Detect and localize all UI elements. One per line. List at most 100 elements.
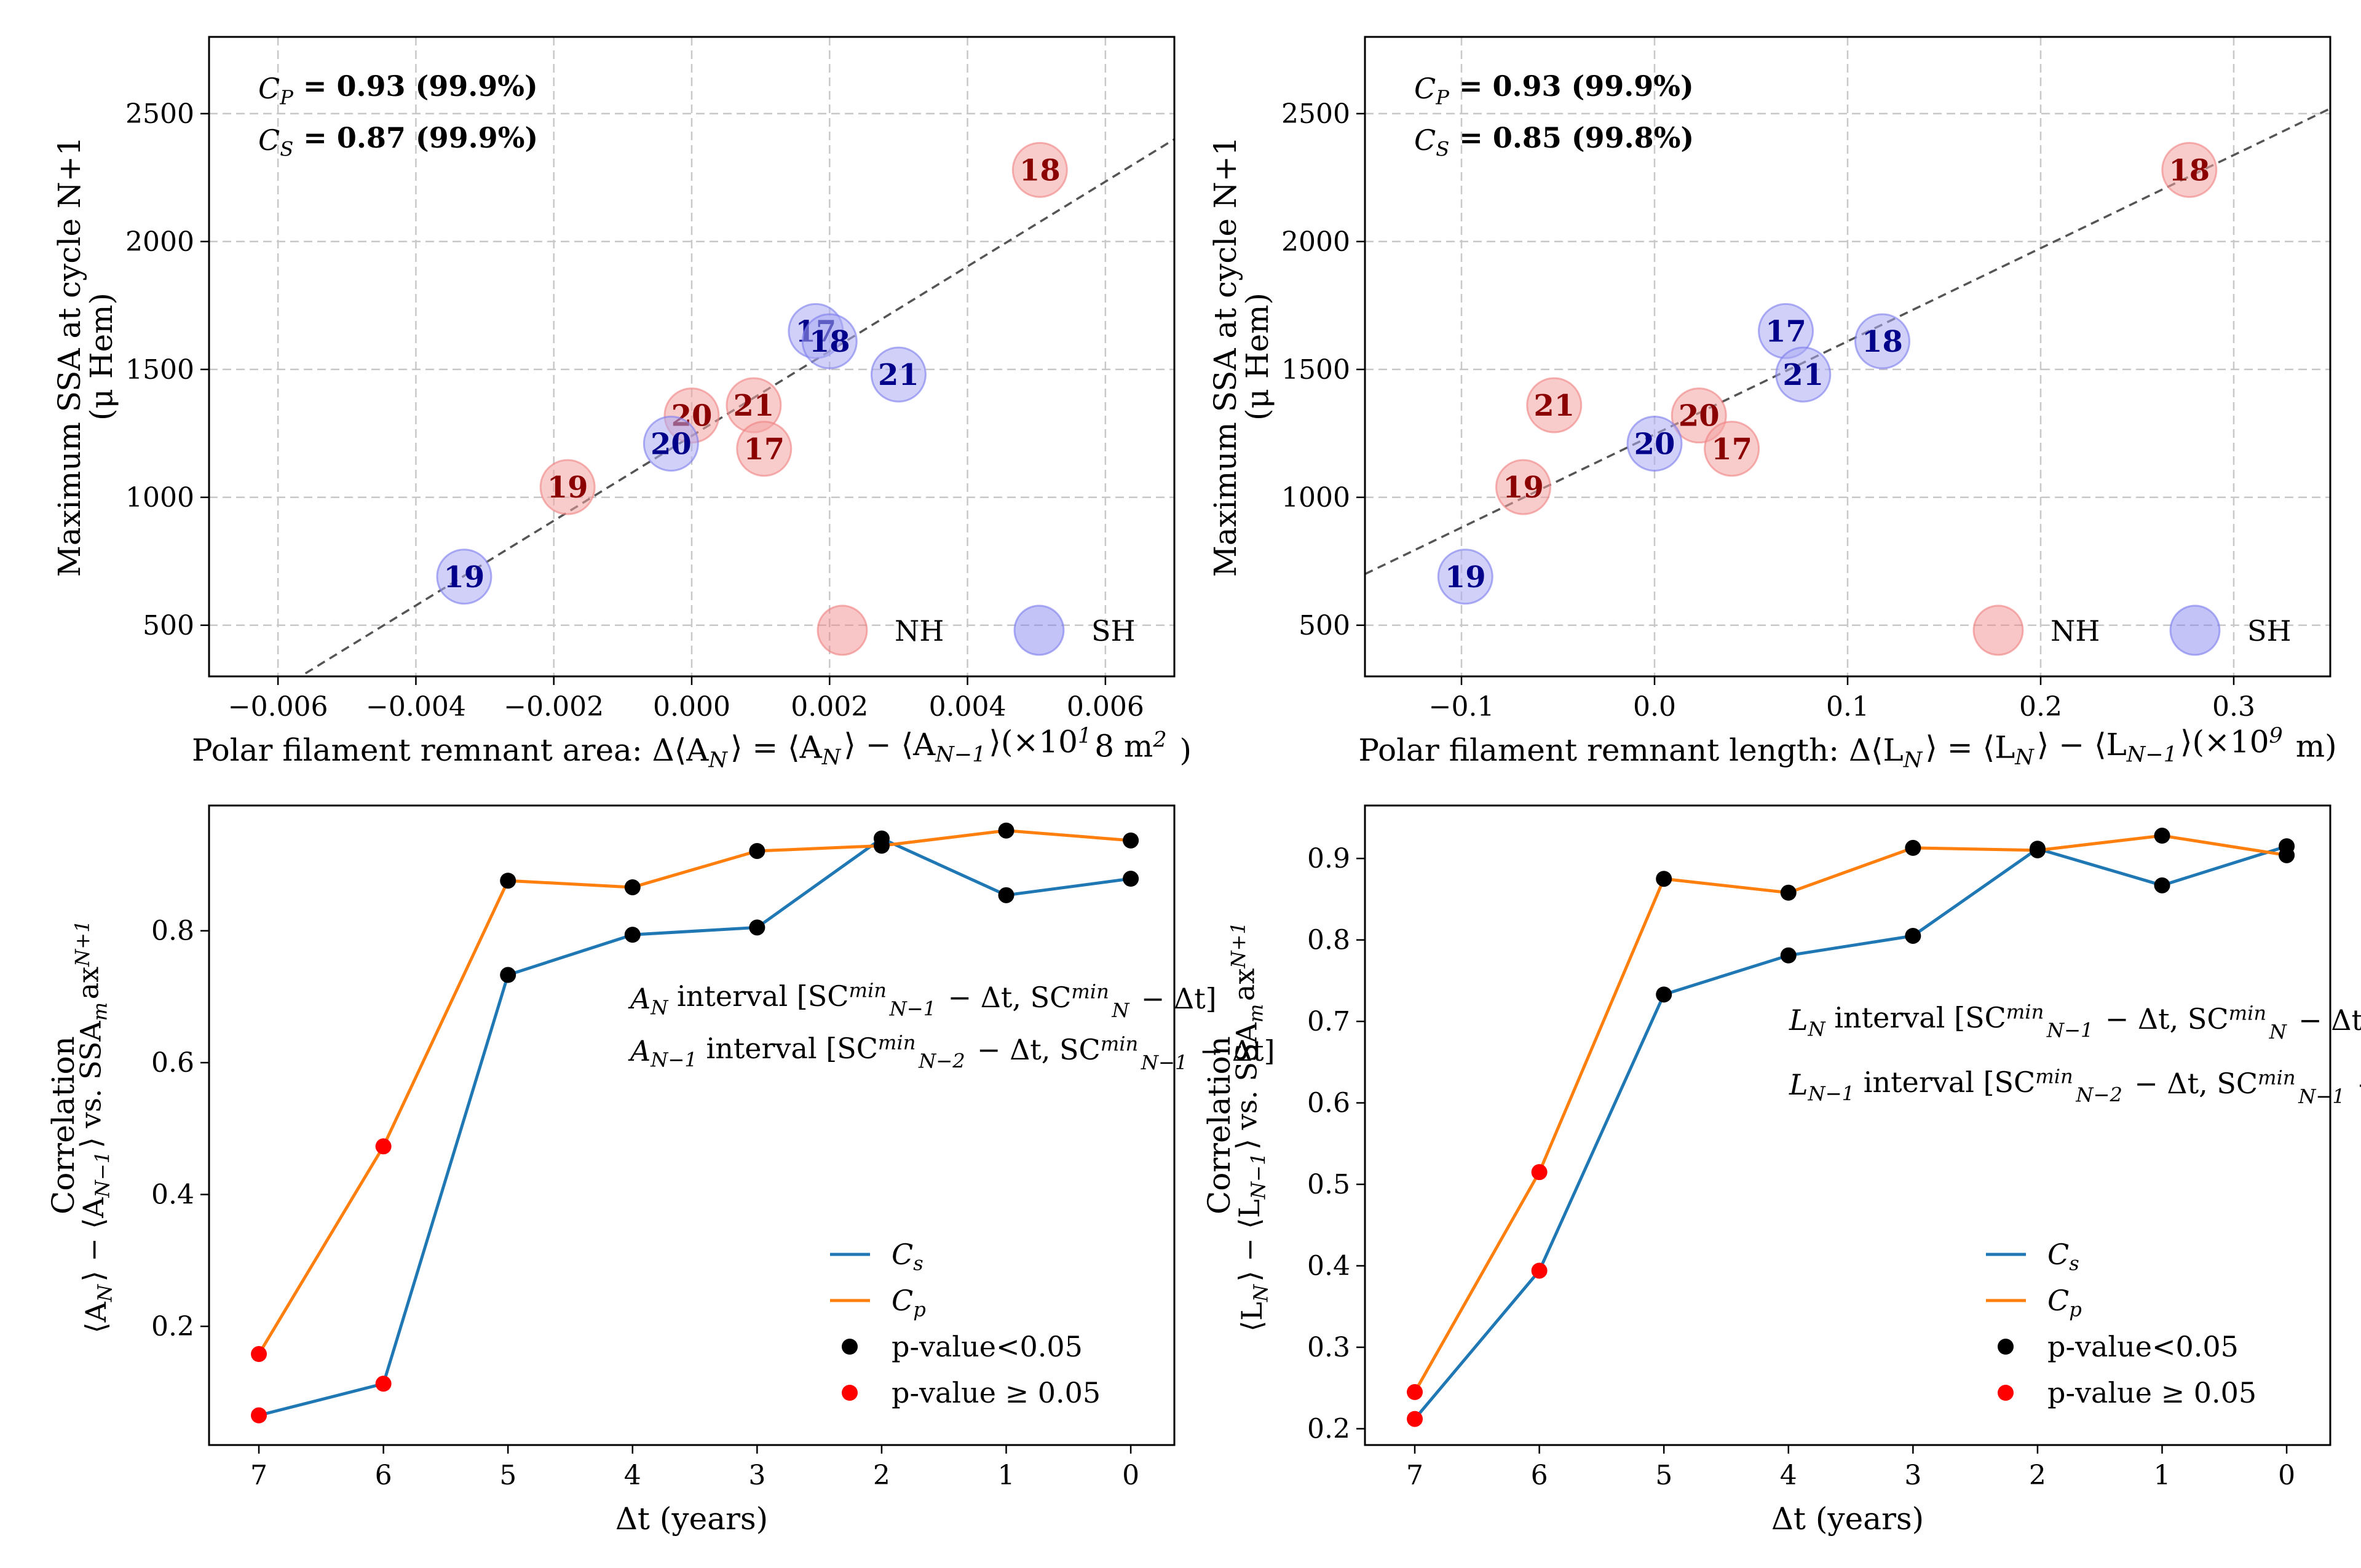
x-tick-label: 6 [375,1460,392,1491]
point-label: 21 [878,358,919,392]
legend-label: Cp [892,1284,926,1321]
legend-marker-nh [1972,604,2024,656]
y-tick-label: 2000 [125,226,194,258]
y-tick-label: 0.6 [151,1047,194,1079]
y-tick-label: 1500 [1281,354,1350,386]
x-axis-label: Δt (years) [615,1501,768,1537]
point-label: 18 [1019,153,1061,188]
series-point [998,822,1014,839]
point-label: 21 [734,389,775,423]
data-point-nh [2161,141,2218,198]
series-point [500,873,516,889]
y-tick-label: 0.7 [1307,1006,1350,1037]
legend-dot [1998,1339,2014,1355]
x-tick-label: 7 [1406,1460,1423,1491]
panel-p2: −0.1 0.0 0.1 0.2 0.3 500 1000 1500 2000 2500 Polar… [1208,36,2337,773]
y-tick-label: 1000 [125,482,194,513]
legend-label: p-value ≥ 0.05 [892,1376,1101,1409]
data-point-sh [1775,346,1832,403]
point-label: 21 [1533,389,1575,423]
x-axis-label: Polar filament remnant length: Δ⟨LN ⟩ = … [1358,724,2336,773]
series-point [1780,884,1797,901]
x-tick-label: 1 [998,1460,1015,1491]
x-tick-label: 0.3 [2212,691,2255,723]
data-point-nh [736,421,793,477]
series-point [375,1138,392,1155]
point-label: 17 [1711,432,1752,467]
series-point [1123,871,1139,887]
interval-annotation: AN−1 interval [SCmin N−2 − Δt, SCmin N−1… [628,1031,1275,1074]
y-tick-label: 2000 [1281,226,1350,258]
legend-dot [842,1385,858,1401]
y-axis-label: Maximum SSA at cycle N+1 [1208,137,1243,577]
legend-label: Cs [2047,1238,2079,1275]
legend-marker-nh [817,604,868,656]
legend-marker-sh [2169,604,2221,656]
point-label: 18 [1862,325,1903,359]
x-tick-label: 0.2 [2019,691,2062,723]
data-point-sh [801,313,858,370]
legend-label: NH [895,614,944,647]
legend-label: p-value<0.05 [2047,1330,2239,1363]
y-tick-label: 0.8 [151,916,194,947]
series-point [624,927,641,943]
y-axis-label-secondary: ⟨AN ⟩ − ⟨AN−1 ⟩ vs. SSAm axN+1 [71,917,117,1334]
annotation-text: interval [SCmin N−2 − Δt, SCmin N−1 − Δt… [1854,1064,2361,1107]
legend-label: Cp [2047,1284,2082,1321]
point-label: 19 [1445,560,1486,595]
point-label: 17 [743,432,785,467]
y-tick-label: 2500 [1281,98,1350,130]
x-axis-label: Polar filament remnant area: Δ⟨AN ⟩ = ⟨A… [192,724,1192,773]
series-point [749,842,765,859]
legend-label: SH [1091,614,1136,647]
point-label: 19 [1503,470,1544,505]
legend-label: SH [2247,614,2292,647]
point-label: 20 [1634,427,1675,461]
data-point-nh [1495,459,1551,515]
interval-annotation: AN interval [SCmin N−1 − Δt, SCmin N − Δ… [628,978,1217,1021]
y-axis-label: Correlation [1201,1036,1237,1214]
x-tick-label: 4 [1780,1460,1797,1491]
series-point [500,967,516,983]
point-label: 19 [547,470,588,505]
y-tick-label: 0.4 [1307,1251,1350,1282]
data-point-sh [1626,415,1683,472]
series-point [624,879,641,895]
legend-label: p-value ≥ 0.05 [2047,1376,2256,1409]
annotation-text: interval [SCmin N−1 − Δt, SCmin N − Δt] [668,978,1216,1021]
y-axis-label-secondary: (μ Hem) [1240,293,1275,421]
x-tick-label: 0.0 [1633,691,1676,723]
annotation-text: interval [SCmin N−1 − Δt, SCmin N − Δt] [1825,1000,2361,1043]
point-label: 21 [1782,358,1824,392]
series-point [2279,847,2295,863]
series-line-c-s [1414,844,2287,1420]
y-axis-label: Maximum SSA at cycle N+1 [52,137,87,577]
data-point-sh [1854,313,1911,370]
series-point [251,1407,267,1423]
y-tick-label: 2500 [125,98,194,130]
y-axis-label-secondary: (μ Hem) [84,293,119,421]
interval-annotation: LN−1 interval [SCmin N−2 − Δt, SCmin N−1… [1789,1064,2361,1107]
series-line-c-p [1413,834,2287,1393]
x-tick-label: 0.1 [1826,691,1869,723]
stat-text: CS = 0.85 (99.8%) [1414,121,1694,161]
x-tick-label: 3 [748,1460,765,1491]
legend-marker-sh [1013,604,1065,656]
y-tick-label: 0.3 [1307,1332,1350,1363]
x-tick-label: 1 [2154,1460,2171,1491]
x-tick-label: −0.1 [1429,691,1495,723]
x-tick-label: 2 [873,1460,890,1491]
x-tick-label: 3 [1904,1460,1921,1491]
plot-frame [208,804,1176,1446]
stat-text: CS = 0.87 (99.9%) [258,121,538,161]
x-tick-label: 7 [250,1460,267,1491]
data-point-nh [539,459,596,515]
x-tick-label: 4 [624,1460,641,1491]
y-tick-label: 0.6 [1307,1088,1350,1119]
panel-p4: 7 6 5 4 3 2 1 0 0.2 0.3 0.4 0.5 0.6 0.7 0.8 0.9 Δt (year… [1201,804,2361,1537]
series-point [873,837,890,854]
series-point [1905,927,1921,944]
legend-dot [1998,1385,2014,1401]
y-tick-label: 1500 [125,354,194,386]
series-point [1656,986,1672,1003]
